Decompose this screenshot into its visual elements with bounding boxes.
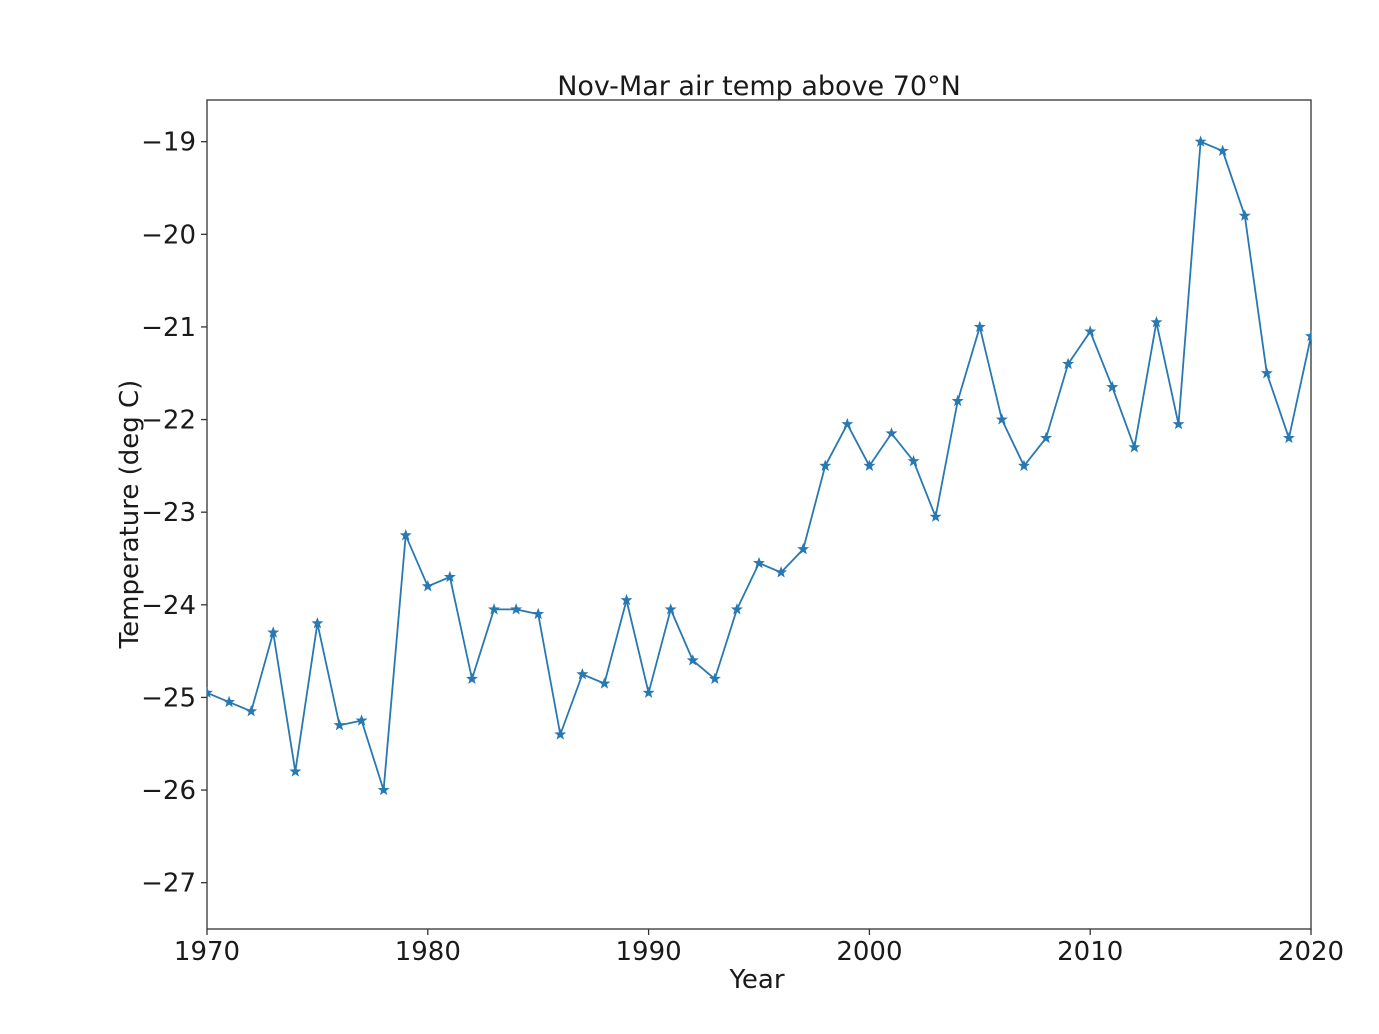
star-marker bbox=[1106, 380, 1119, 393]
star-marker bbox=[206, 686, 213, 698]
star-marker bbox=[223, 695, 236, 708]
star-marker bbox=[532, 607, 545, 620]
star-marker bbox=[664, 603, 677, 615]
y-tick-label: −23 bbox=[141, 498, 196, 528]
star-marker bbox=[355, 714, 368, 726]
star-marker bbox=[841, 417, 854, 430]
star-marker bbox=[1238, 209, 1251, 221]
x-tick-label: 2020 bbox=[1278, 937, 1344, 967]
star-marker bbox=[443, 570, 456, 583]
star-marker bbox=[510, 603, 523, 615]
star-marker bbox=[907, 454, 920, 467]
star-marker bbox=[488, 603, 501, 615]
star-marker bbox=[973, 320, 986, 333]
star-marker bbox=[775, 566, 788, 578]
x-tick-label: 2010 bbox=[1057, 937, 1123, 967]
star-marker bbox=[929, 510, 942, 522]
star-marker bbox=[399, 529, 412, 541]
star-marker bbox=[1282, 431, 1295, 444]
y-tick-label: −21 bbox=[141, 313, 196, 343]
star-marker bbox=[576, 667, 589, 680]
star-marker bbox=[885, 427, 898, 439]
data-series bbox=[206, 135, 1312, 796]
star-marker bbox=[863, 459, 876, 471]
star-marker bbox=[1017, 459, 1030, 471]
series-line bbox=[206, 140, 1312, 791]
star-marker bbox=[554, 728, 567, 740]
star-marker bbox=[819, 459, 832, 471]
star-marker bbox=[686, 654, 699, 666]
star-marker bbox=[1062, 357, 1075, 370]
star-marker bbox=[421, 579, 434, 592]
star-marker bbox=[1172, 417, 1185, 430]
y-tick-label: −25 bbox=[141, 683, 196, 713]
y-tick-label: −24 bbox=[141, 591, 196, 621]
star-marker bbox=[1150, 316, 1163, 328]
star-marker bbox=[753, 556, 765, 569]
star-marker bbox=[1305, 329, 1312, 342]
star-marker bbox=[1194, 135, 1207, 147]
star-marker bbox=[245, 705, 258, 717]
plot-area: 1970 1980 1990 2000 2010 2020 −19 −20 −21 −22 −23 −… bbox=[141, 99, 1344, 967]
star-marker bbox=[1260, 366, 1273, 379]
y-tick-label: −20 bbox=[141, 220, 196, 250]
star-marker bbox=[1040, 431, 1053, 444]
star-marker bbox=[267, 626, 280, 638]
star-marker bbox=[642, 686, 655, 698]
star-marker bbox=[730, 603, 743, 615]
y-tick-label: −22 bbox=[141, 406, 196, 436]
star-marker bbox=[289, 765, 302, 777]
star-marker bbox=[311, 617, 324, 629]
y-tick-label: −27 bbox=[141, 869, 196, 899]
x-tick-label: 1970 bbox=[174, 937, 240, 967]
chart-title: Nov-Mar air temp above 70°N bbox=[557, 71, 961, 102]
x-axis-label: Year bbox=[728, 965, 784, 995]
star-marker bbox=[708, 672, 721, 685]
star-marker bbox=[995, 413, 1008, 425]
y-tick-label: −26 bbox=[141, 776, 196, 806]
x-tick-label: 1990 bbox=[616, 937, 682, 967]
x-tick-label: 1980 bbox=[395, 937, 461, 967]
star-marker bbox=[1216, 144, 1229, 157]
x-tick-label: 2000 bbox=[836, 937, 902, 967]
star-marker bbox=[377, 783, 390, 796]
star-marker bbox=[951, 394, 964, 407]
star-marker bbox=[1084, 325, 1097, 337]
star-marker bbox=[1128, 441, 1141, 453]
star-marker bbox=[620, 593, 633, 606]
star-marker bbox=[465, 672, 478, 685]
star-marker bbox=[598, 677, 611, 689]
star-marker bbox=[797, 542, 810, 555]
y-axis-label: Temperature (deg C) bbox=[115, 380, 145, 650]
star-marker bbox=[333, 718, 346, 731]
y-tick-label: −19 bbox=[141, 128, 196, 158]
plot-border bbox=[206, 99, 1312, 930]
